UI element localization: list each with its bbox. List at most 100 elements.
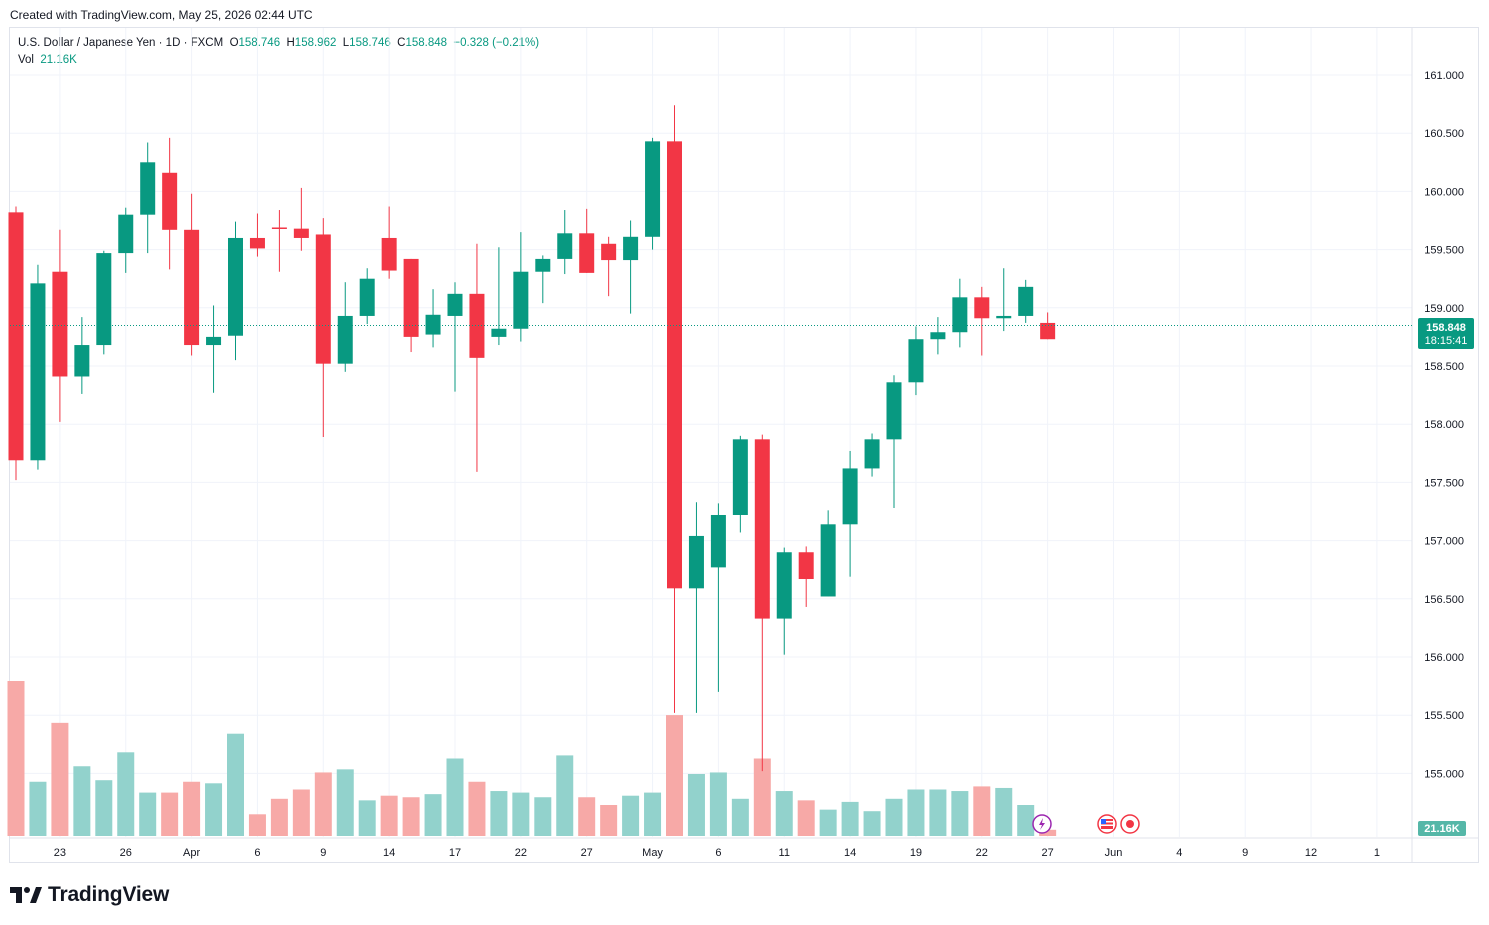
time-tick-label: 12 [1305,847,1317,859]
volume-bar [205,783,223,836]
candle-body[interactable] [228,237,243,336]
candle-body[interactable] [974,297,990,319]
candle-body[interactable] [776,552,792,619]
lightning-icon[interactable] [1032,814,1052,834]
volume-tag-background [1418,821,1466,836]
candle-body[interactable] [184,229,200,346]
last-price-tag: 158.848 18:15:41 [1418,318,1474,349]
candle-body[interactable] [469,293,485,358]
candle-body[interactable] [886,382,902,440]
candle-body[interactable] [271,227,287,229]
candle-body[interactable] [74,345,90,377]
candle-body[interactable] [162,172,178,230]
price-tick-label: 156.000 [1424,652,1464,664]
volume-bar [424,794,442,836]
candle-body[interactable] [337,315,353,364]
symbol-title[interactable]: U.S. Dollar / Japanese Yen · 1D · FXCM [18,37,224,49]
volume-bar [644,792,662,836]
time-tick-label: Jun [1105,847,1123,859]
candle-body[interactable] [8,212,24,461]
tradingview-logo[interactable]: TradingView [10,883,169,907]
time-tick-label: Apr [183,847,200,859]
candle-body[interactable] [140,162,156,215]
tradingview-logo-text: TradingView [48,883,170,906]
candle-body[interactable] [513,271,529,329]
candle-body[interactable] [52,271,68,377]
volume-bar [819,809,837,836]
volume-bar [7,681,25,836]
low-value: 158.746 [349,37,391,49]
volume-bar [490,791,508,836]
volume-bar [775,791,793,836]
candle-body[interactable] [623,236,639,261]
time-tick-label: 1 [1374,847,1380,859]
candle-body[interactable] [996,315,1012,319]
flag-icon[interactable] [1097,814,1117,834]
candle-body[interactable] [798,552,814,580]
candle-body[interactable] [820,524,836,597]
candle-body[interactable] [249,237,265,249]
candle-body[interactable] [30,283,46,461]
volume-bar [907,789,925,836]
economic-event-icon[interactable] [1120,814,1140,834]
candle-body[interactable] [864,439,880,469]
open-value: 158.746 [238,37,281,49]
candle-body[interactable] [359,278,375,316]
price-tick-label: 156.500 [1424,594,1464,606]
candle-body[interactable] [403,258,419,337]
volume-bar [292,789,310,836]
candle-body[interactable] [491,328,507,337]
volume-bar [863,811,881,836]
volume-bar [183,781,201,836]
candle-body[interactable] [930,332,946,340]
volume-bar [117,752,135,836]
volume-bar [227,733,244,836]
candle-body[interactable] [601,243,617,261]
candle-body[interactable] [535,258,551,272]
candle-body[interactable] [206,336,222,346]
candle-body[interactable] [381,237,397,271]
candle-body[interactable] [96,253,112,346]
candle-body[interactable] [579,233,595,273]
candle-body[interactable] [1040,322,1056,340]
candle-body[interactable] [952,297,968,333]
candle-body[interactable] [1018,286,1034,316]
candle-body[interactable] [557,233,573,259]
volume-bar [556,755,574,836]
volume-tag-value: 21.16K [1424,823,1460,835]
candle-body[interactable] [425,314,441,335]
candle-body[interactable] [293,228,309,238]
volume-value: 21.16K [40,54,77,66]
tradingview-logo-icon [10,887,42,903]
time-tick-label: 22 [515,847,527,859]
volume-bar [1039,829,1057,836]
ohlc-legend-row: U.S. Dollar / Japanese Yen · 1D · FXCM O… [18,35,539,52]
candle-body[interactable] [118,214,134,254]
close-label: C [397,37,406,49]
high-label: H [286,37,295,49]
candle-body[interactable] [754,439,770,619]
volume-bar [1017,805,1035,836]
candle-body[interactable] [667,141,682,589]
open-label: O [229,37,239,49]
volume-bar [51,722,69,836]
volume-label[interactable]: Vol [18,54,34,66]
volume-bar [753,758,771,836]
volume-bar [270,798,288,836]
candle-body[interactable] [732,439,748,515]
time-tick-label: 17 [449,847,461,859]
candle-body[interactable] [645,141,661,237]
volume-bar [622,795,640,836]
candle-body[interactable] [447,293,463,316]
candle-body[interactable] [688,535,704,589]
candle-body[interactable] [842,468,858,525]
candle-body[interactable] [710,514,726,568]
time-tick-label: 9 [1242,847,1248,859]
time-tick-label: 14 [383,847,395,859]
candle-body[interactable] [908,339,924,383]
volume-bar [358,800,376,836]
volume-bar [973,786,991,836]
volume-bar [402,797,420,836]
candle-body[interactable] [315,234,331,364]
